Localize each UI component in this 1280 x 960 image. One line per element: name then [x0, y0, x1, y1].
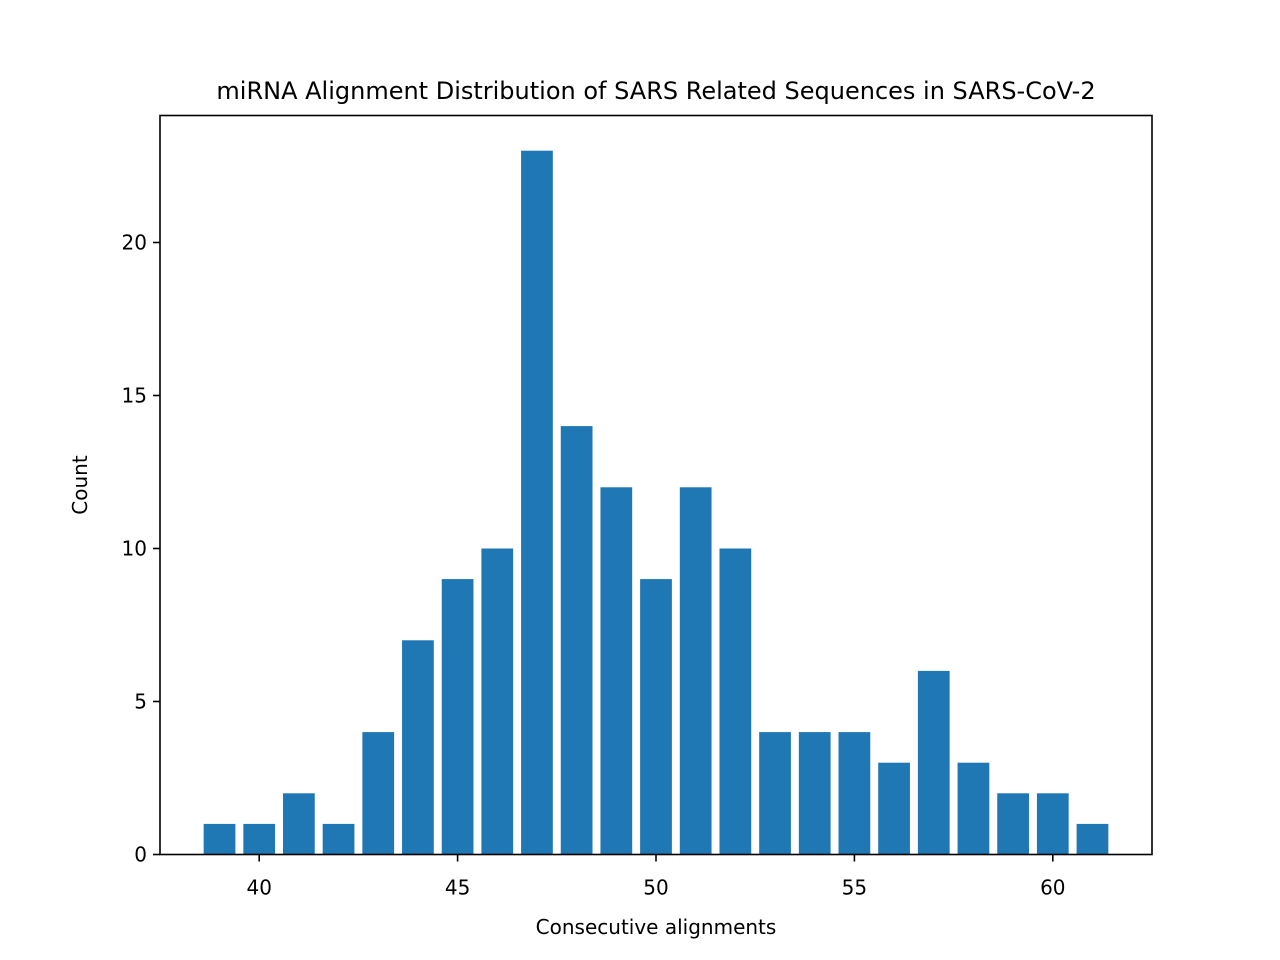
y-axis-ticks: 0 5 10 15 20 [122, 230, 160, 867]
bar-51 [679, 487, 712, 855]
bar-47 [521, 150, 553, 855]
x-axis-label: Consecutive alignments [536, 915, 777, 939]
bar-43 [362, 732, 395, 855]
bars-group [203, 150, 1109, 855]
bar-61 [1076, 823, 1109, 855]
bar-53 [759, 732, 791, 855]
bar-39 [203, 823, 236, 855]
bar-54 [798, 732, 831, 855]
bar-59 [997, 793, 1029, 855]
bar-45 [441, 579, 474, 855]
bar-48 [560, 426, 593, 855]
bar-60 [1036, 793, 1069, 855]
bar-44 [402, 640, 434, 855]
y-tick-label: 0 [134, 843, 147, 867]
x-tick-label: 55 [842, 876, 867, 900]
bar-46 [481, 548, 514, 855]
bar-40 [243, 823, 276, 855]
x-axis-ticks: 40 45 50 55 60 [246, 854, 1066, 900]
bar-58 [957, 762, 990, 855]
bar-52 [719, 548, 752, 855]
y-tick-label: 15 [122, 383, 147, 407]
bar-56 [878, 762, 910, 855]
bar-57 [917, 670, 950, 855]
y-tick-label: 20 [122, 230, 147, 254]
y-axis-label: Count [68, 455, 92, 515]
y-tick-label: 5 [134, 689, 147, 713]
x-tick-label: 50 [643, 876, 668, 900]
y-tick-label: 10 [122, 536, 147, 560]
x-tick-label: 45 [445, 876, 470, 900]
x-tick-label: 60 [1040, 876, 1065, 900]
bar-42 [322, 823, 355, 855]
chart-title: miRNA Alignment Distribution of SARS Rel… [216, 77, 1095, 105]
bar-50 [640, 579, 672, 855]
bar-41 [283, 793, 315, 855]
x-tick-label: 40 [246, 876, 271, 900]
bar-49 [600, 487, 633, 855]
bar-55 [838, 732, 871, 855]
